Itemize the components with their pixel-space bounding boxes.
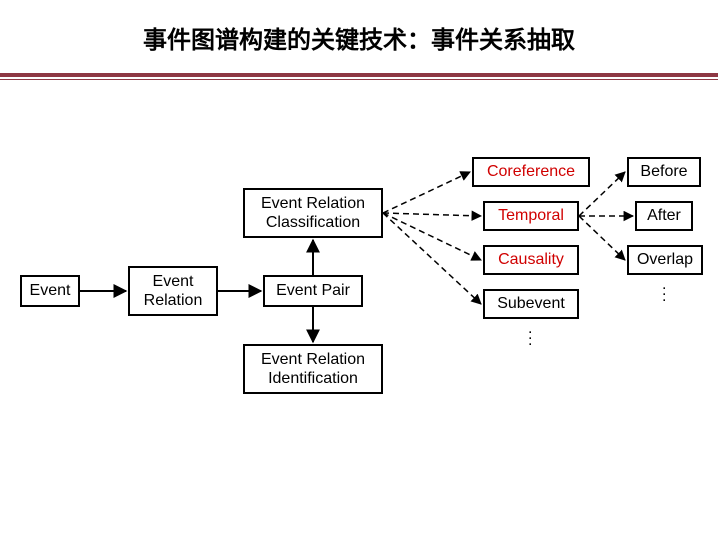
node-event: Event: [20, 275, 80, 307]
edge-dashed: [383, 213, 481, 216]
ellipsis-vertical-icon: ...: [662, 282, 666, 300]
ellipsis-vertical-icon: ...: [528, 326, 532, 344]
node-relation: EventRelation: [128, 266, 218, 316]
diagram-canvas: Event EventRelation Event Pair Event Relati…: [0, 0, 718, 538]
node-overlap: Overlap: [627, 245, 703, 275]
node-pair: Event Pair: [263, 275, 363, 307]
node-classif: Event RelationClassification: [243, 188, 383, 238]
node-causal: Causality: [483, 245, 579, 275]
node-before: Before: [627, 157, 701, 187]
node-subevent: Subevent: [483, 289, 579, 319]
edge-layer: [0, 0, 718, 538]
edge-dashed: [579, 216, 625, 260]
node-after: After: [635, 201, 693, 231]
edge-dashed: [383, 172, 470, 213]
edge-dashed: [383, 213, 481, 260]
node-coref: Coreference: [472, 157, 590, 187]
node-temporal: Temporal: [483, 201, 579, 231]
edge-dashed: [383, 213, 481, 304]
node-ident: Event RelationIdentification: [243, 344, 383, 394]
